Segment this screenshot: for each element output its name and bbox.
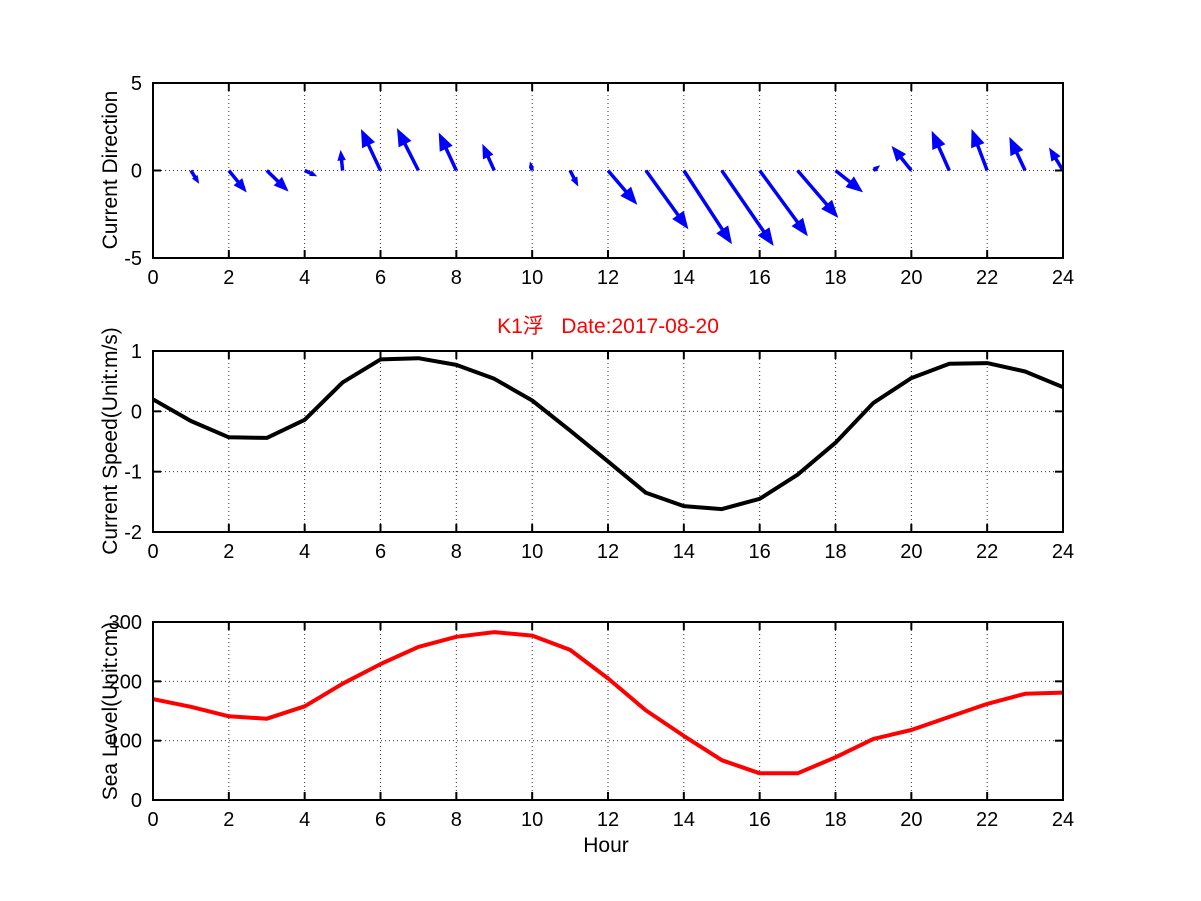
svg-text:10: 10 [521,541,543,563]
quiver-arrows [189,128,1063,246]
svg-text:0: 0 [147,809,158,831]
y-axis-label-current-speed: Current Speed(Unit:m/s) [99,327,122,555]
svg-text:6: 6 [375,541,386,563]
svg-text:18: 18 [824,541,846,563]
x-tick-labels: 0 2 4 6 8 10 12 14 16 18 20 22 24 [147,267,1074,289]
svg-text:18: 18 [824,267,846,289]
svg-text:200: 200 [109,671,142,693]
tick-marks [152,82,1064,259]
x-axis-label-hour: Hour [583,834,629,857]
svg-text:20: 20 [900,809,922,831]
tick-marks [152,350,1064,533]
svg-text:18: 18 [824,809,846,831]
svg-text:2: 2 [223,267,234,289]
svg-text:8: 8 [451,541,462,563]
svg-text:24: 24 [1052,809,1074,831]
svg-text:6: 6 [375,267,386,289]
series-line-2 [153,356,1063,512]
series-line-3 [153,630,1063,776]
svg-text:0: 0 [131,161,142,183]
y-axis-label-sea-level: Sea Level(Unit:cm) [99,621,122,801]
svg-text:-1: -1 [124,462,142,484]
y-axis-label-current-direction: Current Direction [99,90,122,250]
svg-text:0: 0 [147,267,158,289]
svg-text:20: 20 [900,541,922,563]
svg-text:4: 4 [299,267,310,289]
svg-text:22: 22 [976,267,998,289]
svg-text:10: 10 [521,809,543,831]
svg-text:12: 12 [597,541,619,563]
svg-text:8: 8 [451,267,462,289]
svg-text:2: 2 [223,541,234,563]
axes-box [152,350,1064,533]
gridlines [153,622,1063,800]
svg-text:24: 24 [1052,541,1074,563]
svg-text:14: 14 [673,267,695,289]
svg-text:0: 0 [147,541,158,563]
svg-text:100: 100 [109,731,142,753]
svg-text:10: 10 [521,267,543,289]
svg-text:4: 4 [299,541,310,563]
x-tick-labels: 0 2 4 6 8 10 12 14 16 18 20 22 24 [147,809,1074,831]
chart-title: K1浮 Date:2017-08-20 [497,315,719,338]
tick-marks [152,621,1064,801]
svg-text:16: 16 [749,541,771,563]
svg-text:20: 20 [900,267,922,289]
svg-text:0: 0 [131,790,142,812]
y-tick-labels: 1 0 -1 -2 [124,341,142,544]
y-tick-labels: 300 200 100 0 [109,612,142,812]
svg-text:14: 14 [673,541,695,563]
y-tick-labels: 5 0 -5 [124,73,142,270]
svg-text:4: 4 [299,809,310,831]
svg-text:-2: -2 [124,522,142,544]
svg-text:8: 8 [451,809,462,831]
svg-text:2: 2 [223,809,234,831]
svg-text:16: 16 [749,809,771,831]
svg-text:22: 22 [976,809,998,831]
svg-text:-5: -5 [124,248,142,270]
svg-text:300: 300 [109,612,142,634]
x-tick-labels: 0 2 4 6 8 10 12 14 16 18 20 22 24 [147,541,1074,563]
svg-text:5: 5 [131,73,142,95]
svg-text:6: 6 [375,809,386,831]
svg-text:24: 24 [1052,267,1074,289]
gridlines [153,351,1063,532]
svg-text:14: 14 [673,809,695,831]
svg-text:16: 16 [749,267,771,289]
svg-text:0: 0 [131,401,142,423]
svg-text:22: 22 [976,541,998,563]
svg-text:12: 12 [597,267,619,289]
svg-text:12: 12 [597,809,619,831]
svg-text:1: 1 [131,341,142,363]
